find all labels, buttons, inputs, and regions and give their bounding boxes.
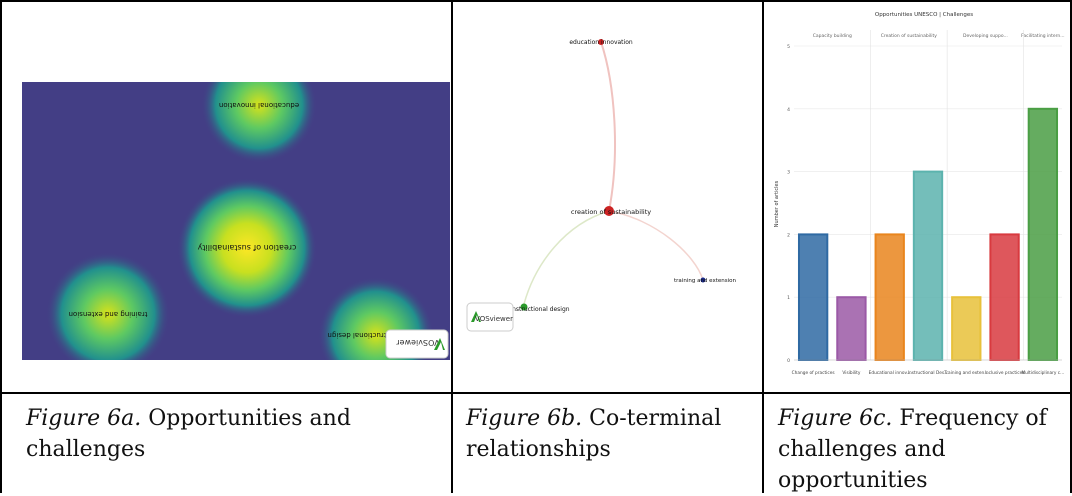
x-tick-label: Multidisciplinary c... xyxy=(1021,370,1064,376)
group-label: Creation of sustainability xyxy=(881,33,938,39)
caption-6b: Figure 6b. Co-terminal relationships xyxy=(466,403,756,465)
y-tick-label: 2 xyxy=(787,232,790,238)
network-node-creation-of-sustainability xyxy=(604,206,614,216)
caption-6c: Figure 6c. Frequency of challenges and o… xyxy=(778,403,1066,496)
network-edge xyxy=(608,210,704,281)
network-edge xyxy=(600,41,616,212)
caption-label: Figure 6b. xyxy=(466,406,583,431)
density-blob-educational-innovation xyxy=(201,82,317,163)
table-border-right xyxy=(1070,0,1072,493)
cluster-label: educational innovation xyxy=(219,101,299,109)
node-label: instructional design xyxy=(510,306,569,313)
table-col-divider-2 xyxy=(762,0,764,493)
vosviewer-logo-icon xyxy=(434,338,445,350)
table-col-divider-1 xyxy=(451,0,453,493)
cluster-label: training and extension xyxy=(69,310,148,318)
density-blob-creation-of-sustainability xyxy=(177,178,317,318)
caption-label: Figure 6c. xyxy=(778,406,893,431)
y-tick-label: 1 xyxy=(787,295,790,301)
figure-6c-bar-chart: Opportunities UNESCO | Challenges Number… xyxy=(766,4,1068,390)
bar xyxy=(874,233,905,361)
density-blob-training-and-extension xyxy=(46,252,170,360)
badge-label: VOSviewer xyxy=(475,315,513,323)
table-row-divider xyxy=(0,392,1072,394)
table-border-left xyxy=(0,0,2,493)
group-label: Capacity building xyxy=(813,33,852,39)
y-tick-label: 5 xyxy=(787,44,790,50)
bar xyxy=(989,233,1020,361)
x-tick-label: Visibility xyxy=(842,370,860,376)
x-tick-label: Change of practices xyxy=(792,370,836,376)
group-label: Facilitating intern... xyxy=(1021,33,1064,39)
caption-text: Opportunities and challenges xyxy=(26,406,351,462)
network-node-training-and-extension xyxy=(700,277,706,283)
y-tick-label: 4 xyxy=(787,107,790,113)
vosviewer-badge: VOSviewer xyxy=(466,302,514,332)
caption-label: Figure 6a. xyxy=(26,406,142,431)
cluster-label: creation of sustainability xyxy=(197,243,296,252)
y-tick-label: 3 xyxy=(787,170,790,176)
x-tick-label: Training and exten... xyxy=(943,370,988,376)
node-label: training and extension xyxy=(674,278,736,284)
x-tick-label: Instructional Des... xyxy=(908,370,948,376)
bar xyxy=(951,296,982,362)
group-label: Developing suppo... xyxy=(963,33,1008,39)
caption-text: Frequency of challenges and opportunitie… xyxy=(778,406,1047,493)
node-label: creation of sustainability xyxy=(571,208,651,216)
x-tick-label: Inclusive practices xyxy=(985,370,1026,376)
chart-title: Opportunities UNESCO | Challenges xyxy=(875,12,973,18)
x-tick-label: Educational innov... xyxy=(869,370,911,376)
y-axis-label: Number of articles xyxy=(774,180,780,227)
badge-label: VOSviewer xyxy=(396,338,440,347)
network-edge xyxy=(523,210,610,305)
node-label: education innovation xyxy=(569,39,633,46)
caption-text: Co-terminal relationships xyxy=(466,406,722,462)
network-node-instructional-design xyxy=(520,303,528,311)
network-node-education-innovation xyxy=(598,39,604,45)
bar xyxy=(912,170,944,361)
figure-6a-density-map: educational innovation creation of susta… xyxy=(22,82,450,360)
figure-6b-network: education innovation creation of sustain… xyxy=(455,4,760,390)
cluster-label: instructional design xyxy=(327,331,396,339)
bar xyxy=(797,233,829,361)
y-tick-label: 0 xyxy=(787,358,790,364)
table-border-top xyxy=(0,0,1072,2)
vosviewer-badge: VOSviewer xyxy=(385,329,449,359)
vosviewer-logo-icon xyxy=(471,311,481,322)
caption-6a: Figure 6a. Opportunities and challenges xyxy=(26,403,446,465)
bar xyxy=(1027,107,1059,361)
bar xyxy=(836,296,867,362)
